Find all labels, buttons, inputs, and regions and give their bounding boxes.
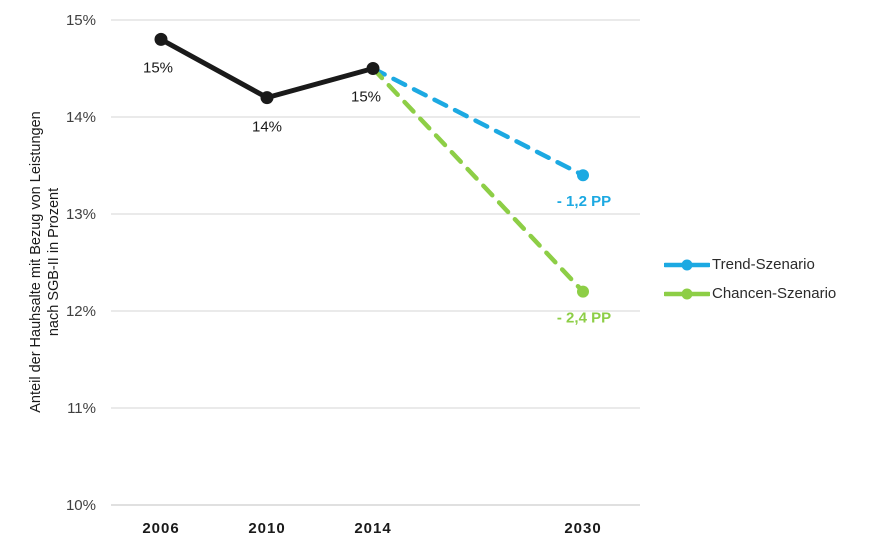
legend-label-chancen-szenario: Chancen-Szenario (712, 285, 837, 302)
x-tick-label: 2010 (248, 520, 285, 537)
data-point-trend-szenario-2030 (577, 169, 589, 182)
legend: Trend-Szenario Chancen-Szenario (664, 250, 836, 308)
series-line-trend-szenario (370, 66, 586, 178)
data-point-chancen-szenario-2030 (577, 285, 589, 298)
end-label-chancen-szenario: - 2,4 PP (557, 310, 611, 327)
y-tick-label: 12% (66, 303, 96, 320)
legend-label-trend-szenario: Trend-Szenario (712, 256, 815, 273)
y-tick-label: 10% (66, 497, 96, 514)
y-tick-label: 15% (66, 12, 96, 29)
data-label-2010: 14% (252, 119, 282, 136)
x-tick-label: 2030 (564, 520, 601, 537)
legend-line-dot-icon (664, 259, 710, 270)
series-line-historie (158, 36, 376, 101)
x-tick-label: 2006 (142, 520, 179, 537)
series-line-chancen-szenario (370, 66, 586, 294)
data-label-2014: 15% (351, 89, 381, 106)
y-tick-label: 11% (67, 400, 96, 417)
legend-line-dot-icon (664, 288, 710, 299)
legend-item-trend-szenario: Trend-Szenario (664, 250, 836, 279)
y-tick-label: 13% (66, 206, 96, 223)
data-point-historie-2006 (154, 32, 168, 46)
x-tick-label: 2014 (354, 520, 391, 537)
end-label-trend-szenario: - 1,2 PP (557, 193, 611, 210)
data-point-historie-2010 (260, 91, 274, 105)
data-point-historie-2014 (366, 62, 380, 75)
legend-item-chancen-szenario: Chancen-Szenario (664, 279, 836, 308)
y-tick-label: 14% (66, 109, 96, 126)
data-label-2006: 15% (143, 59, 173, 76)
